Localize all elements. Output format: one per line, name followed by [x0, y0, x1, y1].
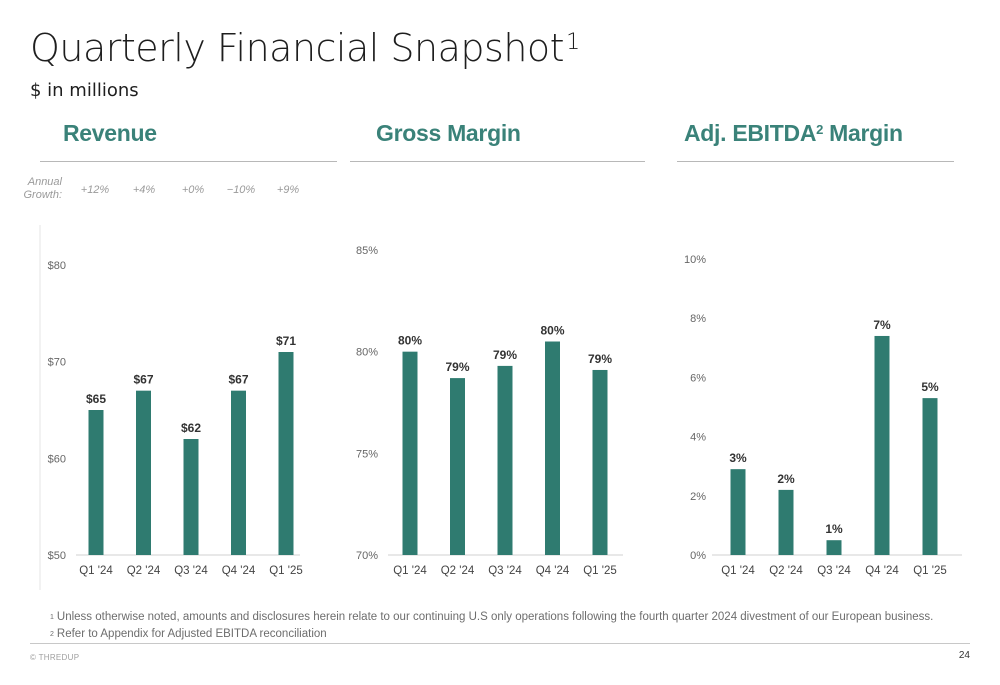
- ebitda-ytick-label: 0%: [690, 550, 706, 562]
- ebitda-xtick-label: Q1 '25: [913, 565, 947, 577]
- charts-canvas: $50 $60 $70 $80 $65 Q1 '24 $67 Q2 '24 $62 Q3 '24 $…: [39, 225, 962, 590]
- gross-margin-data-label: 79%: [588, 352, 612, 366]
- ebitda-heading-post: Margin: [823, 120, 903, 146]
- ebitda-data-label: 5%: [921, 380, 939, 394]
- annual-growth-label: Annual Growth:: [18, 176, 62, 202]
- page-title-text: Quarterly Financial Snapshot: [30, 26, 565, 70]
- revenue-data-label: $71: [276, 334, 296, 348]
- footnote-1-mark: 1: [50, 614, 54, 621]
- gross-margin-xtick-label: Q4 '24: [536, 565, 570, 577]
- gross-margin-data-label: 79%: [445, 360, 469, 374]
- annual-growth-q1-25: +9%: [276, 184, 300, 196]
- gross-margin-bar: [592, 369, 608, 555]
- annual-growth-q1-24: +12%: [80, 184, 110, 196]
- ebitda-ytick-label: 10%: [684, 254, 706, 266]
- gross-margin-data-label: 80%: [398, 334, 422, 348]
- ebitda-xtick-label: Q1 '24: [721, 565, 755, 577]
- gross-margin-ytick-label: 85%: [356, 245, 378, 257]
- annual-growth-q3-24: +0%: [181, 184, 205, 196]
- revenue-bar: [136, 390, 151, 555]
- ebitda-data-label: 1%: [825, 522, 843, 536]
- ebitda-footnote-mark: 2: [816, 122, 824, 137]
- ebitda-heading-pre: Adj. EBITDA: [684, 120, 817, 146]
- ebitda-ytick-label: 8%: [690, 313, 706, 325]
- revenue-bar: [231, 390, 246, 555]
- revenue-ytick-label: $50: [48, 550, 66, 562]
- revenue-bar: [88, 410, 104, 555]
- revenue-data-label: $62: [181, 421, 201, 435]
- footnote-2: 2 Refer to Appendix for Adjusted EBITDA r…: [50, 626, 933, 643]
- gross-margin-data-label: 80%: [540, 324, 564, 338]
- ebitda-data-label: 2%: [777, 472, 795, 486]
- revenue-data-label: $65: [86, 392, 106, 406]
- footnotes: 1 Unless otherwise noted, amounts and dis…: [50, 609, 933, 643]
- page-subtitle: $ in millions: [30, 80, 139, 101]
- ebitda-xtick-label: Q4 '24: [865, 565, 899, 577]
- gross-margin-xtick-label: Q3 '24: [488, 565, 522, 577]
- gross-margin-ytick-label: 75%: [356, 448, 378, 460]
- revenue-ytick-label: $80: [48, 260, 66, 272]
- annual-growth-label-line2: Growth:: [23, 189, 62, 201]
- gross-margin-bar: [450, 378, 465, 555]
- ebitda-xtick-label: Q2 '24: [769, 565, 803, 577]
- ebitda-bar: [826, 540, 842, 555]
- annual-growth-label-line1: Annual: [27, 176, 62, 188]
- gross-margin-xtick-label: Q1 '24: [393, 565, 427, 577]
- gross-margin-ytick-label: 70%: [356, 550, 378, 562]
- revenue-bar: [278, 352, 294, 555]
- title-footnote-mark: 1: [566, 30, 580, 55]
- gross-margin-heading: Gross Margin: [376, 120, 521, 146]
- ebitda-bar: [730, 469, 746, 555]
- revenue-bar: [183, 439, 199, 555]
- revenue-xtick-label: Q2 '24: [127, 565, 161, 577]
- gross-margin-bar: [402, 351, 418, 555]
- revenue-ytick-label: $60: [48, 453, 66, 465]
- annual-growth-q2-24: +4%: [132, 184, 156, 196]
- gross-margin-ytick-label: 80%: [356, 347, 378, 359]
- ebitda-heading: Adj. EBITDA2 Margin: [684, 120, 903, 147]
- revenue-data-label: $67: [133, 373, 153, 387]
- ebitda-data-label: 3%: [729, 451, 747, 465]
- gross-margin-bar: [497, 365, 513, 555]
- footnote-1: 1 Unless otherwise noted, amounts and dis…: [50, 609, 933, 626]
- ebitda-bar: [874, 335, 890, 555]
- footnote-2-mark: 2: [50, 631, 54, 638]
- footnote-1-text: Unless otherwise noted, amounts and disc…: [56, 611, 934, 623]
- revenue-xtick-label: Q1 '25: [269, 565, 303, 577]
- gross-margin-bar: [545, 341, 560, 555]
- ebitda-bar: [778, 489, 794, 555]
- revenue-xtick-label: Q3 '24: [174, 565, 208, 577]
- ebitda-heading-rule: [677, 161, 954, 162]
- ebitda-xtick-label: Q3 '24: [817, 565, 851, 577]
- page-title: Quarterly Financial Snapshot1: [30, 26, 580, 70]
- revenue-ytick-label: $70: [48, 357, 66, 369]
- footer-rule: [30, 643, 970, 644]
- ebitda-ytick-label: 4%: [690, 432, 706, 444]
- revenue-data-label: $67: [228, 373, 248, 387]
- revenue-xtick-label: Q4 '24: [222, 565, 256, 577]
- revenue-heading: Revenue: [63, 120, 157, 146]
- copyright: © THREDUP: [30, 653, 80, 662]
- revenue-heading-rule: [40, 161, 337, 162]
- ebitda-ytick-label: 6%: [690, 372, 706, 384]
- gross-margin-xtick-label: Q1 '25: [583, 565, 617, 577]
- revenue-xtick-label: Q1 '24: [79, 565, 113, 577]
- ebitda-data-label: 7%: [873, 318, 891, 332]
- footnote-2-text: Refer to Appendix for Adjusted EBITDA re…: [56, 628, 327, 640]
- page-number: 24: [958, 650, 970, 661]
- gross-margin-data-label: 79%: [493, 348, 517, 362]
- ebitda-ytick-label: 2%: [690, 491, 706, 503]
- gross-margin-xtick-label: Q2 '24: [441, 565, 475, 577]
- gross-margin-heading-rule: [350, 161, 645, 162]
- annual-growth-q4-24: −10%: [226, 184, 256, 196]
- ebitda-bar: [922, 398, 938, 555]
